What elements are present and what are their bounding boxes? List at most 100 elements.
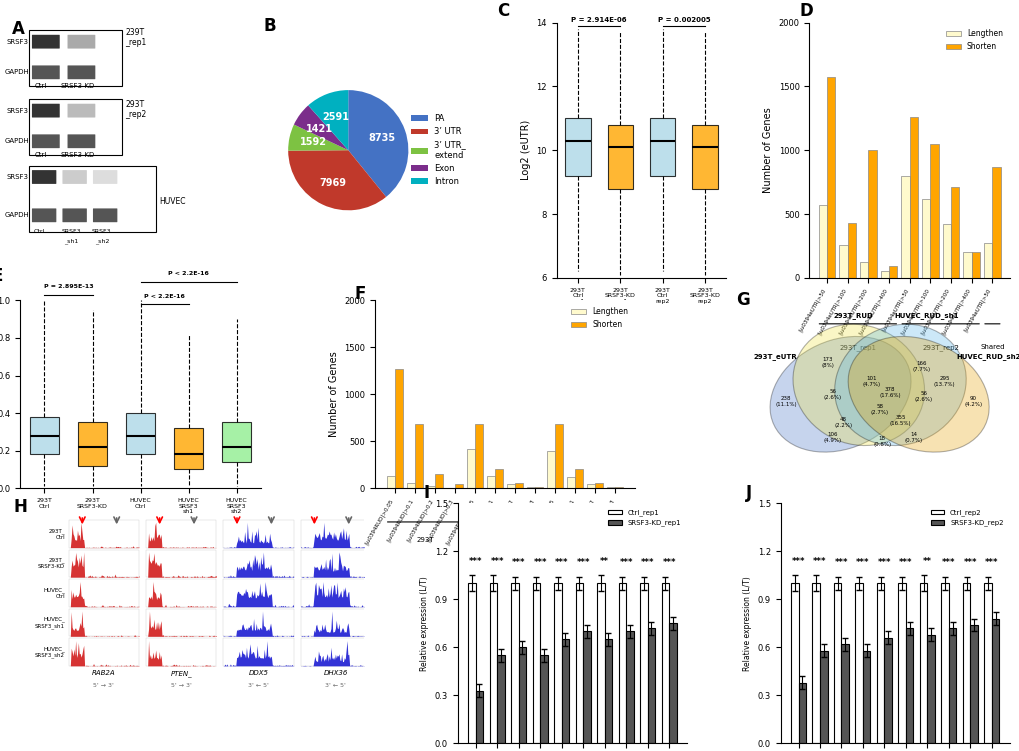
Text: ***: ***	[469, 556, 482, 566]
Text: 238
(11.1%): 238 (11.1%)	[774, 397, 796, 407]
Bar	[596, 584, 604, 743]
Bar	[575, 584, 583, 743]
Text: _rep2: _rep2	[125, 110, 147, 119]
Bar	[969, 625, 977, 743]
Bar	[818, 205, 826, 278]
Bar	[990, 619, 999, 743]
FancyBboxPatch shape	[67, 65, 95, 79]
PathPatch shape	[126, 413, 155, 454]
Bar	[919, 584, 926, 743]
Bar	[415, 424, 423, 488]
Text: ***: ***	[554, 558, 568, 567]
Text: SRSF3: SRSF3	[92, 229, 111, 234]
Bar	[606, 487, 614, 488]
Bar	[983, 584, 990, 743]
Bar	[540, 656, 547, 743]
Bar	[963, 252, 971, 278]
Text: HUVEC: HUVEC	[159, 197, 185, 206]
Bar	[847, 223, 855, 278]
Y-axis label: Relative expression (L/T): Relative expression (L/T)	[420, 576, 429, 671]
Text: 293T_rep1: 293T_rep1	[839, 344, 875, 351]
Bar	[223, 550, 293, 578]
Text: HUVEC_RUD_sh1: HUVEC_RUD_sh1	[894, 312, 958, 319]
Text: Ctrl: Ctrl	[35, 83, 47, 89]
FancyBboxPatch shape	[32, 134, 60, 148]
Bar	[834, 584, 841, 743]
Bar	[475, 424, 483, 488]
Bar	[532, 584, 540, 743]
FancyBboxPatch shape	[93, 209, 117, 222]
Text: 293T_eUTR: 293T_eUTR	[753, 353, 797, 360]
Bar	[506, 484, 515, 488]
Text: ***: ***	[640, 558, 654, 567]
Y-axis label: Relative expression (L/T): Relative expression (L/T)	[742, 576, 751, 671]
Bar	[407, 483, 415, 488]
Bar	[575, 469, 583, 488]
PathPatch shape	[174, 428, 203, 469]
Text: **: **	[599, 556, 608, 566]
Bar	[223, 638, 293, 666]
Bar	[587, 484, 595, 488]
Bar	[841, 644, 848, 743]
Text: SRSF3: SRSF3	[7, 39, 29, 44]
Text: 18
(0.8%): 18 (0.8%)	[872, 436, 891, 447]
PathPatch shape	[222, 422, 251, 462]
Bar	[535, 487, 543, 488]
Text: HUVEC_sh1: HUVEC_sh1	[484, 537, 525, 544]
Bar	[921, 199, 929, 278]
Text: 56
(2.6%): 56 (2.6%)	[914, 391, 932, 402]
Bar	[223, 520, 293, 547]
Text: ***: ***	[942, 558, 955, 567]
Bar	[386, 476, 394, 488]
Bar	[668, 623, 676, 743]
Text: P = 2.895E-13: P = 2.895E-13	[44, 284, 93, 289]
Text: P = 2.914E-06: P = 2.914E-06	[571, 17, 627, 23]
Bar	[583, 632, 590, 743]
Bar	[475, 691, 483, 743]
Text: HUVEC_
SRSF3_sh1: HUVEC_ SRSF3_sh1	[35, 617, 65, 629]
Bar	[515, 483, 523, 488]
Text: 56
(2.6%): 56 (2.6%)	[823, 389, 841, 400]
FancyBboxPatch shape	[32, 65, 60, 79]
Text: 101
(4.7%): 101 (4.7%)	[862, 376, 880, 387]
Bar	[941, 584, 948, 743]
Bar	[889, 267, 897, 278]
Y-axis label: Log2 (eUTR): Log2 (eUTR)	[521, 120, 531, 180]
Text: B: B	[263, 17, 275, 35]
Text: ***: ***	[791, 556, 804, 566]
Bar	[494, 469, 502, 488]
Text: ***: ***	[876, 558, 891, 567]
Text: C: C	[497, 2, 510, 20]
Text: _rep1: _rep1	[125, 38, 147, 47]
Bar	[489, 584, 496, 743]
Bar	[68, 520, 139, 547]
Bar	[942, 225, 950, 278]
Text: _sh2: _sh2	[95, 238, 109, 244]
Bar	[146, 579, 216, 607]
Bar	[496, 656, 504, 743]
Bar	[527, 487, 535, 488]
Bar	[546, 451, 554, 488]
Text: D: D	[799, 2, 812, 20]
Bar	[798, 683, 805, 743]
FancyBboxPatch shape	[62, 209, 87, 222]
Text: 166
(7.7%): 166 (7.7%)	[911, 360, 929, 372]
Text: ***: ***	[963, 558, 976, 567]
Bar	[486, 476, 494, 488]
Text: P < 2.2E-16: P < 2.2E-16	[144, 294, 184, 298]
Bar	[905, 628, 913, 743]
Text: SRSF3: SRSF3	[7, 107, 29, 113]
Text: GAPDH: GAPDH	[4, 213, 29, 219]
FancyBboxPatch shape	[67, 35, 95, 49]
Text: G: G	[736, 291, 749, 309]
Bar	[567, 477, 575, 488]
Bar	[983, 243, 991, 278]
Bar	[554, 424, 562, 488]
FancyBboxPatch shape	[32, 104, 60, 117]
Bar	[962, 584, 969, 743]
Bar	[855, 584, 862, 743]
Text: ***: ***	[490, 556, 503, 566]
Text: 3' ← 5': 3' ← 5'	[248, 683, 269, 689]
Bar	[223, 579, 293, 607]
Bar	[29, 165, 156, 232]
